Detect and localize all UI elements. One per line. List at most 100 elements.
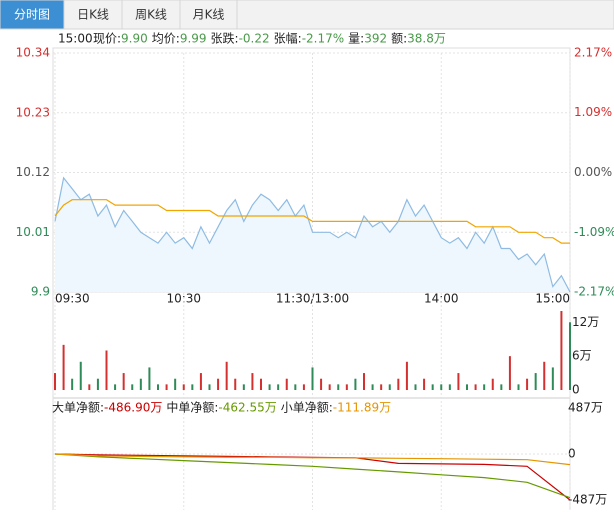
volume-bar xyxy=(328,384,331,390)
y2-tick-label: 0.00% xyxy=(574,165,612,179)
volume-bar xyxy=(302,384,305,390)
legend-name: 大单净额: xyxy=(52,401,104,415)
volume-bar xyxy=(96,378,99,390)
y2-tick-label: 1.09% xyxy=(574,105,612,119)
y-tick-label: 10.23 xyxy=(16,105,50,119)
volume-bar xyxy=(139,378,142,390)
tab[interactable] xyxy=(121,0,181,30)
info-label: 张幅: xyxy=(274,31,302,46)
series-line xyxy=(54,453,571,499)
series-line xyxy=(54,199,570,244)
volume-bar xyxy=(208,384,211,390)
volume-bar xyxy=(397,378,400,390)
info-value: 9.90 xyxy=(121,32,148,46)
volume-bar xyxy=(242,384,245,390)
legend-name: 中单净额: xyxy=(166,400,218,415)
volume-bar xyxy=(491,378,494,390)
volume-bar xyxy=(251,373,254,390)
y2-tick-label: -1.09% xyxy=(574,225,614,239)
volume-bar xyxy=(105,350,108,390)
volume-bar xyxy=(165,384,168,390)
volume-bar xyxy=(569,322,571,390)
volume-bar xyxy=(543,361,546,390)
tab-label[interactable]: 日K线 xyxy=(77,8,109,22)
info-label: 量: xyxy=(348,32,364,46)
volume-bar xyxy=(517,384,520,390)
volume-bar xyxy=(448,384,451,390)
volume-bar xyxy=(457,373,460,390)
volume-bar xyxy=(431,384,434,390)
volume-bar xyxy=(466,384,468,390)
volume-bar xyxy=(500,384,503,390)
legend-value: -462.55万 xyxy=(218,401,276,415)
volume-bar xyxy=(423,378,426,390)
volume-bar xyxy=(62,344,65,390)
info-label: 现价: xyxy=(93,32,121,46)
volume-bar xyxy=(363,373,365,390)
y2-tick-label: 0 xyxy=(572,383,580,397)
volume-bar xyxy=(526,378,529,390)
volume-bar xyxy=(122,373,125,390)
volume-bar xyxy=(88,384,91,390)
volume-bar xyxy=(217,378,220,390)
info-value: 392 xyxy=(364,32,387,46)
volume-bar xyxy=(268,384,271,390)
y2-tick-label: -487万 xyxy=(568,493,607,507)
info-time: 15:00 xyxy=(58,32,93,46)
y2-tick-label: 0 xyxy=(568,447,576,461)
volume-bar xyxy=(114,384,117,390)
volume-bar xyxy=(71,378,74,390)
volume-bar xyxy=(199,373,202,390)
volume-bar xyxy=(440,384,443,390)
tab-label[interactable]: 周K线 xyxy=(135,8,167,22)
y-tick-label: 9.9 xyxy=(31,285,50,299)
tab-label[interactable]: 分时图 xyxy=(14,8,50,22)
info-label: 额: xyxy=(391,32,407,46)
x-tick-label: 15:00 xyxy=(535,292,570,306)
volume-bar xyxy=(551,367,554,390)
legend-value: -486.90万 xyxy=(104,401,162,415)
x-tick-label: 09:30 xyxy=(55,292,90,306)
volume-bar xyxy=(534,373,537,390)
y2-tick-label: 6万 xyxy=(572,349,592,363)
volume-bar xyxy=(54,373,56,390)
legend-value: -111.89万 xyxy=(333,401,391,415)
volume-bar xyxy=(225,361,228,390)
volume-bar xyxy=(388,384,391,390)
legend-name: 小单净额: xyxy=(281,401,333,415)
volume-bar xyxy=(174,378,177,390)
volume-bar xyxy=(483,384,486,390)
tab[interactable] xyxy=(0,0,65,30)
price-area xyxy=(55,177,570,292)
tab[interactable] xyxy=(179,0,238,30)
volume-bar xyxy=(182,384,185,390)
volume-bar xyxy=(354,378,357,390)
volume-bar xyxy=(157,384,159,390)
volume-bar xyxy=(260,378,262,390)
volume-bar xyxy=(285,378,288,390)
info-value: -0.22 xyxy=(239,32,270,46)
volume-bar xyxy=(191,384,194,390)
volume-bar xyxy=(294,384,297,390)
volume-bar xyxy=(311,367,314,390)
tab-label[interactable]: 月K线 xyxy=(193,8,225,22)
volume-bar xyxy=(234,378,237,390)
y-tick-label: 10.12 xyxy=(16,165,50,179)
series-line xyxy=(54,453,571,466)
y2-tick-label: 2.17% xyxy=(574,46,612,60)
volume-bar xyxy=(337,384,340,390)
volume-bar xyxy=(277,384,280,390)
y2-tick-label: 487万 xyxy=(568,401,603,415)
volume-bar xyxy=(148,367,151,390)
info-value: -2.17% xyxy=(302,32,344,46)
series-line xyxy=(54,176,571,293)
volume-bar xyxy=(414,384,417,390)
y-tick-label: 10.34 xyxy=(16,46,50,60)
tab[interactable] xyxy=(63,0,123,30)
volume-bar xyxy=(131,384,134,390)
volume-bar xyxy=(371,384,374,390)
volume-bar xyxy=(380,384,383,390)
volume-bar xyxy=(508,356,511,390)
volume-bar xyxy=(345,384,348,390)
